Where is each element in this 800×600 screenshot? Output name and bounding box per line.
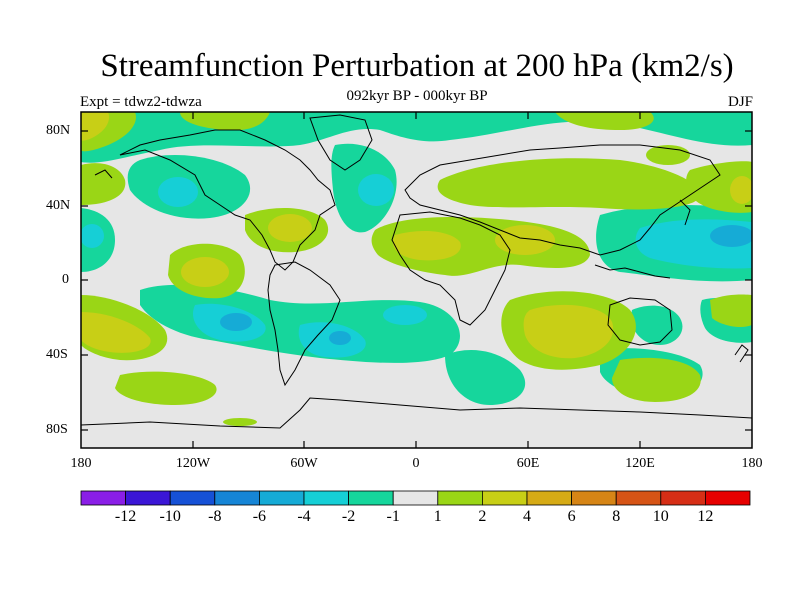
east-pacific-core bbox=[181, 257, 229, 287]
southern-pacific-negative bbox=[140, 284, 460, 363]
southern-ocean-positive bbox=[115, 371, 217, 405]
colorbar-label: 8 bbox=[612, 508, 621, 525]
colorbar bbox=[80, 490, 751, 506]
south-pacific-core bbox=[81, 312, 151, 353]
colorbar-box bbox=[80, 490, 126, 506]
north-pacific-core bbox=[158, 177, 198, 207]
greenland-positive bbox=[555, 112, 654, 130]
colorbar-box bbox=[125, 490, 171, 506]
lon-tick-label: 180 bbox=[70, 456, 92, 471]
japan-coast bbox=[679, 199, 691, 226]
positive-strong-regions bbox=[81, 112, 752, 359]
far-north-pacific-core bbox=[730, 176, 752, 204]
south-pacific-max bbox=[220, 313, 252, 331]
colorbar-box bbox=[258, 490, 305, 506]
colorbar-box bbox=[437, 490, 483, 506]
arabia-core bbox=[495, 225, 555, 255]
colorbar-box bbox=[526, 490, 572, 506]
south-indian-east-positive bbox=[612, 357, 701, 402]
colorbar-label: -4 bbox=[297, 508, 311, 525]
south-indian-core bbox=[523, 304, 614, 359]
eurasia-coast bbox=[404, 144, 721, 256]
colorbar-label: -12 bbox=[114, 508, 137, 525]
lat-tick-label: 0 bbox=[62, 272, 69, 287]
southern-indian-negative bbox=[445, 350, 526, 405]
colorbar-label: 2 bbox=[478, 508, 487, 525]
africa-core bbox=[392, 230, 461, 261]
colorbar-box bbox=[481, 490, 528, 506]
season-label: DJF bbox=[727, 94, 753, 110]
lon-tick-label: 0 bbox=[412, 456, 420, 471]
colorbar-label: 12 bbox=[697, 508, 714, 525]
colorbar-box bbox=[303, 490, 349, 506]
experiment-label: Expt = tdwz2-tdwza bbox=[80, 94, 202, 110]
antarctic-small-positive bbox=[223, 418, 257, 426]
colorbar-box bbox=[705, 490, 751, 506]
colorbar-label: -6 bbox=[252, 508, 267, 525]
colorbar-box bbox=[214, 490, 260, 506]
field-layer bbox=[81, 112, 752, 448]
colorbar-label: -2 bbox=[341, 508, 356, 525]
north-america-coast bbox=[119, 129, 336, 271]
west-pacific-max bbox=[710, 225, 752, 247]
europe-asia-positive bbox=[437, 158, 700, 210]
lat-tick-label: 40N bbox=[46, 198, 71, 213]
map-frame bbox=[80, 111, 753, 449]
colorbar-box bbox=[571, 490, 617, 506]
colorbar-label: 4 bbox=[523, 508, 531, 525]
colorbar-box bbox=[392, 490, 439, 506]
plot-subtitle: 092kyr BP - 000kyr BP bbox=[346, 88, 488, 104]
colorbar-label: -1 bbox=[386, 508, 400, 525]
colorbar-box bbox=[169, 490, 216, 506]
lon-tick-label: 60W bbox=[290, 456, 318, 471]
antarctica-coast bbox=[81, 397, 752, 429]
australia-coast bbox=[607, 297, 673, 346]
colorbar-label: 10 bbox=[652, 508, 669, 525]
greenland-coast bbox=[309, 114, 373, 171]
negative-strongest-regions bbox=[220, 225, 752, 345]
colorbar-box bbox=[348, 490, 394, 506]
lat-tick-label: 40S bbox=[46, 347, 68, 362]
south-atlantic-max bbox=[329, 331, 351, 345]
south-atlantic-east-core bbox=[383, 305, 427, 325]
coastlines bbox=[81, 114, 752, 429]
africa-coast bbox=[391, 211, 511, 326]
lon-tick-label: 60E bbox=[516, 456, 540, 471]
tick-marks bbox=[81, 112, 752, 448]
pacific-north-core bbox=[81, 112, 110, 141]
colorbar-label: -10 bbox=[159, 508, 181, 525]
plot-title: Streamfunction Perturbation at 200 hPa (… bbox=[100, 48, 734, 84]
colorbar-box bbox=[615, 490, 662, 506]
lon-tick-label: 120W bbox=[175, 456, 211, 471]
australia-east-negative bbox=[631, 305, 683, 345]
colorbar-label: 6 bbox=[567, 508, 576, 525]
indonesia-coast bbox=[594, 264, 671, 279]
north-atlantic-core bbox=[358, 174, 394, 206]
south-america-coast bbox=[267, 261, 341, 387]
colorbar-label: -8 bbox=[208, 508, 222, 525]
alaska-positive bbox=[81, 163, 126, 205]
lon-tick-label: 120E bbox=[625, 456, 655, 471]
new-zealand-coast bbox=[734, 344, 749, 363]
far-south-pacific-positive bbox=[710, 294, 752, 328]
colorbar-box bbox=[660, 490, 706, 506]
caribbean-core bbox=[268, 214, 312, 242]
east-pacific-core bbox=[81, 224, 104, 248]
lat-tick-label: 80N bbox=[46, 123, 71, 138]
north-atlantic-arctic-positive bbox=[180, 112, 270, 131]
lat-tick-label: 80S bbox=[46, 422, 68, 437]
lon-tick-label: 180 bbox=[741, 456, 763, 471]
east-pacific-islands bbox=[94, 169, 113, 179]
colorbar-label: 1 bbox=[433, 508, 442, 525]
